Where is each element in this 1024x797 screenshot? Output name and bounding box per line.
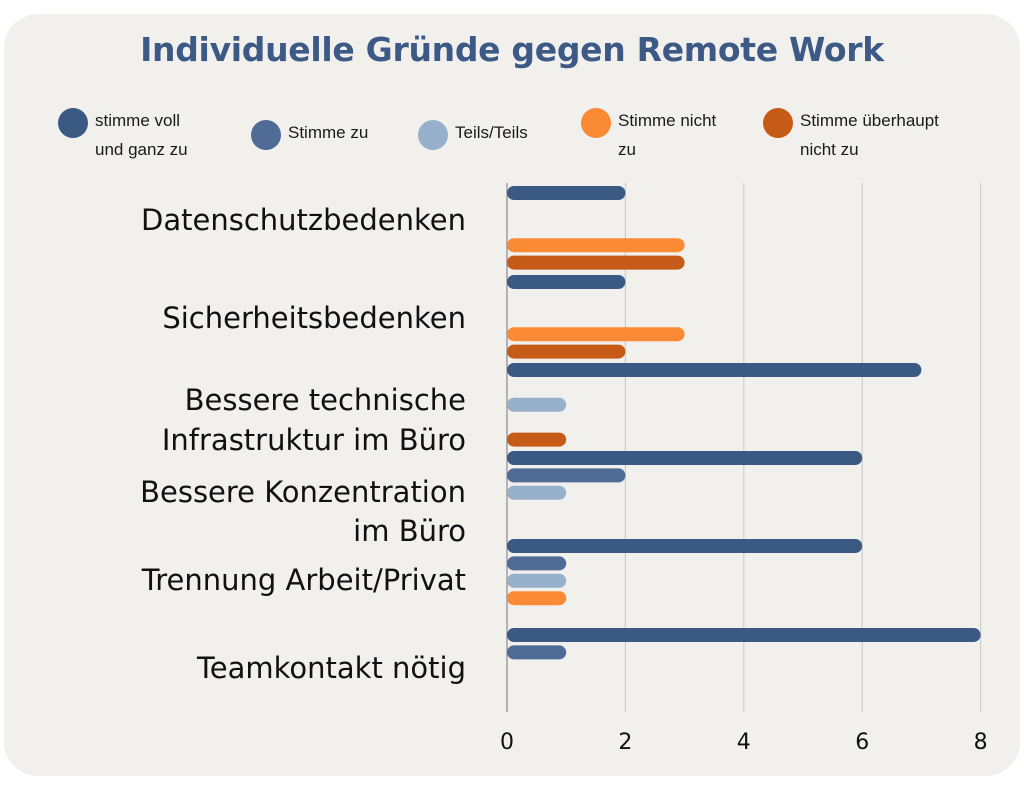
- legend-swatch: [58, 108, 88, 138]
- x-tick-label: 4: [737, 730, 751, 755]
- category-label: Bessere Konzentration: [140, 475, 466, 509]
- bar: [507, 573, 567, 588]
- bar: [507, 468, 626, 483]
- bar: [507, 363, 922, 377]
- legend-label: Stimme zu: [288, 123, 369, 142]
- legend-swatch: [418, 120, 448, 150]
- bar: [507, 451, 863, 465]
- bar: [507, 238, 685, 253]
- bar: [507, 255, 685, 270]
- legend-label: Teils/Teils: [455, 123, 528, 142]
- legend-label: Stimme überhaupt nicht zu: [800, 111, 939, 159]
- category-label: Infrastruktur im Büro: [162, 423, 466, 457]
- bar: [507, 539, 863, 553]
- legend-swatch: [763, 108, 793, 138]
- legend-item: Stimme nicht zu: [581, 106, 716, 164]
- x-tick-label: 2: [618, 730, 632, 755]
- category-label: Datenschutzbedenken: [141, 203, 466, 237]
- legend-label: stimme voll und ganz zu: [95, 111, 188, 159]
- bar: [507, 556, 567, 571]
- bar: [507, 275, 626, 289]
- category-label: Trennung Arbeit/Privat: [141, 563, 466, 597]
- category-label: im Büro: [353, 514, 466, 548]
- bar: [507, 344, 626, 359]
- category-label: Bessere technische: [185, 383, 466, 417]
- chart-title: Individuelle Gründe gegen Remote Work: [140, 30, 884, 69]
- category-label: Sicherheitsbedenken: [162, 301, 466, 335]
- legend-item: Teils/Teils: [418, 118, 528, 150]
- legend-label: Stimme nicht zu: [618, 111, 717, 159]
- bar: [507, 645, 567, 660]
- x-tick-label: 0: [500, 730, 514, 755]
- bar: [507, 628, 981, 642]
- category-label: Teamkontakt nötig: [196, 651, 466, 685]
- x-tick-label: 8: [974, 730, 988, 755]
- legend-swatch: [581, 108, 611, 138]
- bar: [507, 397, 567, 412]
- x-tick-label: 6: [855, 730, 869, 755]
- bar: [507, 432, 567, 447]
- legend-item: stimme voll und ganz zu: [58, 106, 188, 164]
- legend-item: Stimme zu: [251, 118, 368, 150]
- bar: [507, 186, 626, 200]
- legend-item: Stimme überhaupt nicht zu: [763, 106, 939, 164]
- legend-swatch: [251, 120, 281, 150]
- bar: [507, 485, 567, 500]
- bar: [507, 591, 567, 606]
- bar: [507, 327, 685, 342]
